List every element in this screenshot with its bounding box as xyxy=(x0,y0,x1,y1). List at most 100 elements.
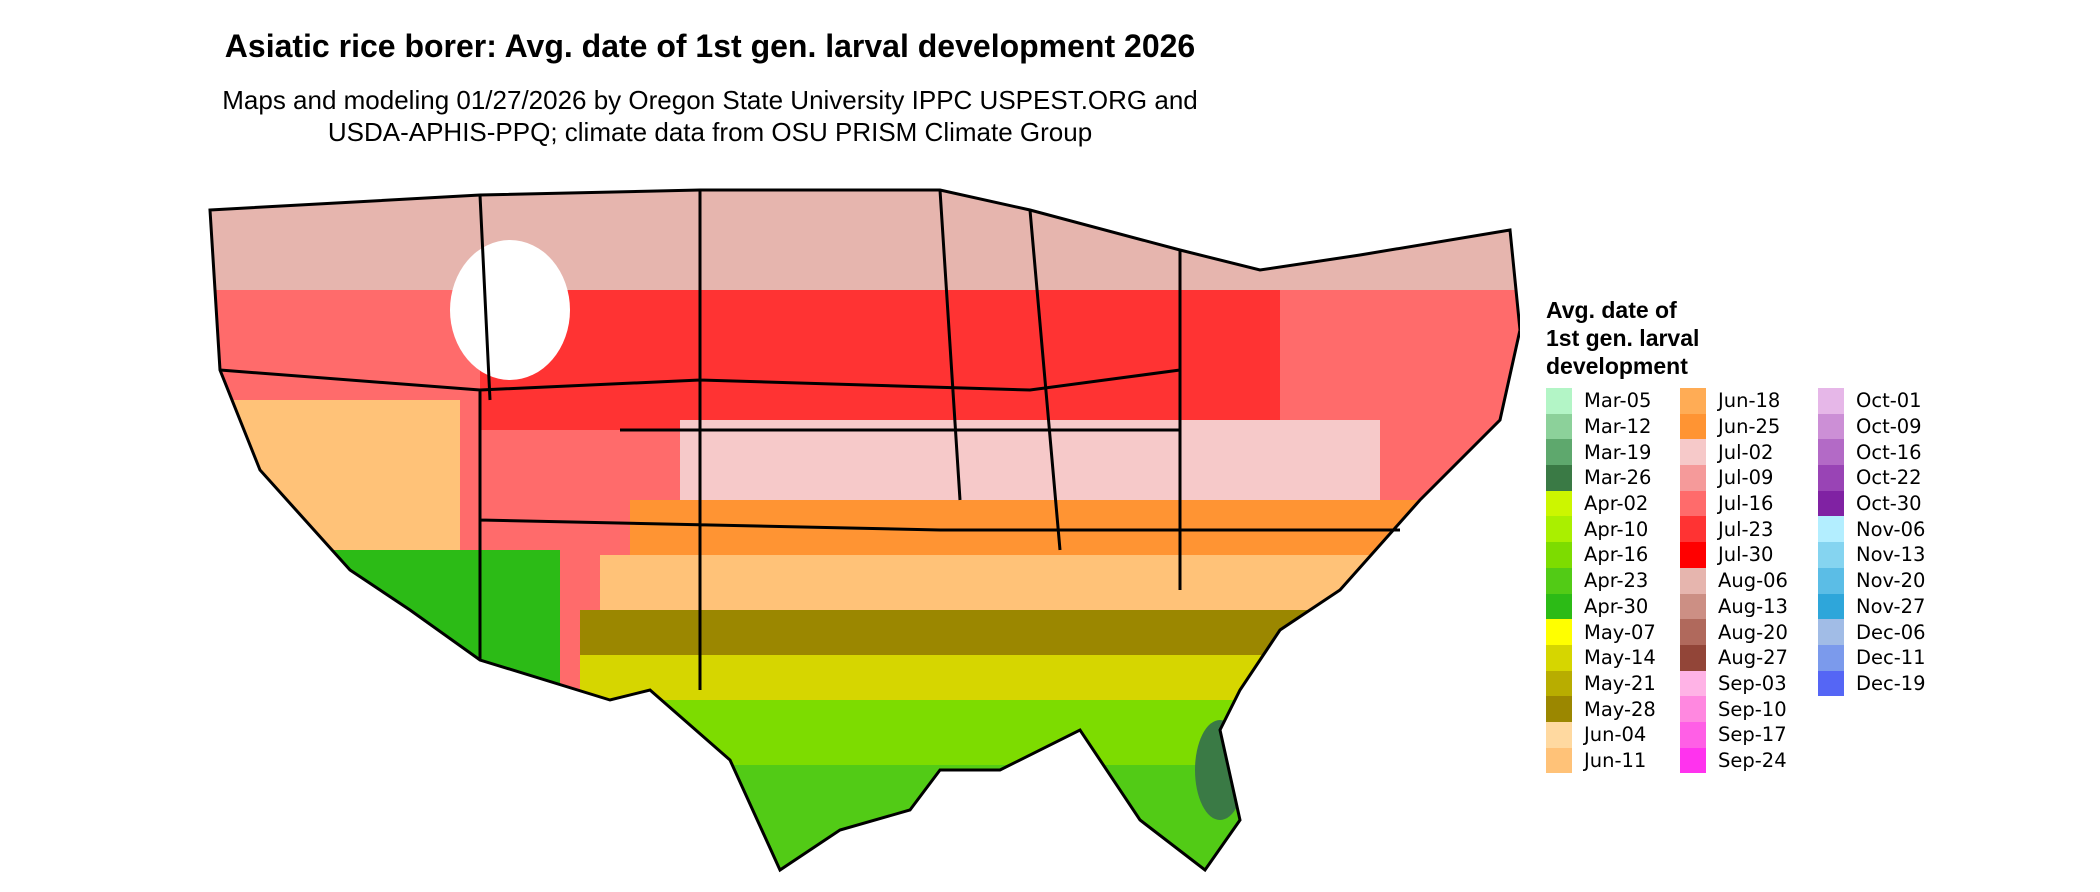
legend-swatch xyxy=(1818,490,1844,517)
legend-swatch xyxy=(1546,619,1572,645)
legend-label: May-07 xyxy=(1584,620,1656,644)
legend-title-line: development xyxy=(1546,353,1688,379)
legend-swatch xyxy=(1546,644,1572,671)
legend-title-line: Avg. date of xyxy=(1546,297,1677,323)
band-west-valley xyxy=(210,400,460,680)
legend-item: Jul-30 xyxy=(1680,542,1788,568)
legend-label: Mar-26 xyxy=(1584,466,1652,490)
legend-item: May-14 xyxy=(1546,644,1656,671)
legend-item: Jul-02 xyxy=(1680,439,1788,466)
band-north xyxy=(210,190,1520,290)
legend-swatch xyxy=(1680,696,1706,722)
legend-item: Dec-06 xyxy=(1818,619,1926,645)
legend-swatch xyxy=(1546,593,1572,620)
band-gulf xyxy=(580,655,1440,705)
legend-swatch xyxy=(1680,413,1706,440)
legend-item: Sep-24 xyxy=(1680,747,1788,774)
legend-item: Sep-17 xyxy=(1680,721,1788,748)
legend-item: Sep-10 xyxy=(1680,696,1788,722)
legend-swatch xyxy=(1818,644,1844,671)
internal-borders xyxy=(219,189,1400,690)
legend-label: Mar-19 xyxy=(1584,440,1652,464)
legend-swatch xyxy=(1546,413,1572,440)
legend-label: May-28 xyxy=(1584,697,1656,721)
band-coast xyxy=(580,700,1440,770)
legend-label: Oct-22 xyxy=(1856,466,1922,490)
legend-swatch xyxy=(1680,542,1706,568)
legend-swatch xyxy=(1546,696,1572,722)
band-upper-south xyxy=(600,555,1460,615)
legend-swatch xyxy=(1680,644,1706,671)
legend-item: Jun-25 xyxy=(1680,413,1788,440)
legend-label: Jun-25 xyxy=(1718,415,1781,439)
legend-item: Jul-16 xyxy=(1680,490,1788,517)
legend-item: Mar-26 xyxy=(1546,465,1656,491)
legend-label: Mar-12 xyxy=(1584,415,1652,439)
legend-label: Oct-09 xyxy=(1856,415,1922,439)
legend-swatch xyxy=(1546,747,1572,774)
legend-item: Oct-30 xyxy=(1818,490,1926,517)
legend-item: Jun-18 xyxy=(1680,388,1788,414)
legend-label: Aug-27 xyxy=(1718,646,1788,670)
legend-item: Nov-27 xyxy=(1818,593,1926,620)
legend-item: Jul-23 xyxy=(1680,516,1788,543)
legend-swatch xyxy=(1680,593,1706,620)
legend-label: Mar-05 xyxy=(1584,389,1652,413)
legend-label: Jun-04 xyxy=(1584,723,1647,747)
legend-label: Sep-17 xyxy=(1718,723,1787,747)
legend-swatch xyxy=(1680,567,1706,594)
legend-item: Mar-12 xyxy=(1546,413,1656,440)
legend-swatch xyxy=(1680,721,1706,748)
legend-label: Jul-02 xyxy=(1718,440,1774,464)
legend-label: Sep-10 xyxy=(1718,697,1787,721)
legend-swatch xyxy=(1680,670,1706,697)
legend-swatch xyxy=(1818,516,1844,543)
legend-label: Aug-13 xyxy=(1718,594,1788,618)
legend-label: Jun-11 xyxy=(1584,748,1647,772)
legend-item: Sep-03 xyxy=(1680,670,1788,697)
legend-label: Sep-03 xyxy=(1718,671,1787,695)
legend-title-line: 1st gen. larval xyxy=(1546,325,1700,351)
national-border xyxy=(208,188,1520,873)
legend-swatch xyxy=(1546,439,1572,466)
conus-map xyxy=(208,188,1520,873)
legend-swatch xyxy=(1680,465,1706,491)
legend-item: Mar-05 xyxy=(1546,388,1656,414)
legend-swatch xyxy=(1680,439,1706,466)
legend-column: Mar-05 Mar-12 Mar-19 Mar-26 Apr-02 Apr-10 Apr-… xyxy=(1546,388,1656,774)
legend-label: Oct-30 xyxy=(1856,492,1922,516)
legend-item: May-07 xyxy=(1546,619,1656,645)
legend-swatch xyxy=(1546,721,1572,748)
legend-swatch xyxy=(1818,542,1844,568)
legend-swatch xyxy=(1818,388,1844,414)
legend-swatch xyxy=(1818,567,1844,594)
legend-item: Nov-13 xyxy=(1818,542,1926,568)
legend-label: Oct-01 xyxy=(1856,389,1922,413)
band-north-central xyxy=(480,290,1280,430)
band-far-south xyxy=(580,765,1440,870)
legend-item: Dec-19 xyxy=(1818,670,1926,697)
legend-label: Apr-30 xyxy=(1584,594,1649,618)
legend-label: May-21 xyxy=(1584,671,1656,695)
legend-label: Jul-30 xyxy=(1718,543,1774,567)
legend-swatch xyxy=(1680,516,1706,543)
legend-swatch xyxy=(1680,747,1706,774)
legend-swatch xyxy=(1680,619,1706,645)
legend-label: Jul-16 xyxy=(1718,492,1774,516)
legend-swatch xyxy=(1680,388,1706,414)
legend-swatch xyxy=(1546,516,1572,543)
map-title: Asiatic rice borer: Avg. date of 1st gen… xyxy=(224,28,1196,64)
legend-column: Oct-01 Oct-09 Oct-16 Oct-22 Oct-30 Nov-06 Nov-… xyxy=(1818,388,1926,697)
band-south xyxy=(580,610,1440,660)
legend-swatch xyxy=(1818,670,1844,697)
legend-item: Jul-09 xyxy=(1680,465,1788,491)
legend-item: Apr-16 xyxy=(1546,542,1656,568)
state-borders xyxy=(208,188,1520,873)
legend-label: Dec-06 xyxy=(1856,620,1926,644)
legend-swatch xyxy=(1818,465,1844,491)
legend-label: Dec-11 xyxy=(1856,646,1926,670)
legend-swatch xyxy=(1546,465,1572,491)
legend-item: May-28 xyxy=(1546,696,1656,722)
legend-label: Nov-27 xyxy=(1856,594,1926,618)
legend-label: Apr-23 xyxy=(1584,569,1649,593)
